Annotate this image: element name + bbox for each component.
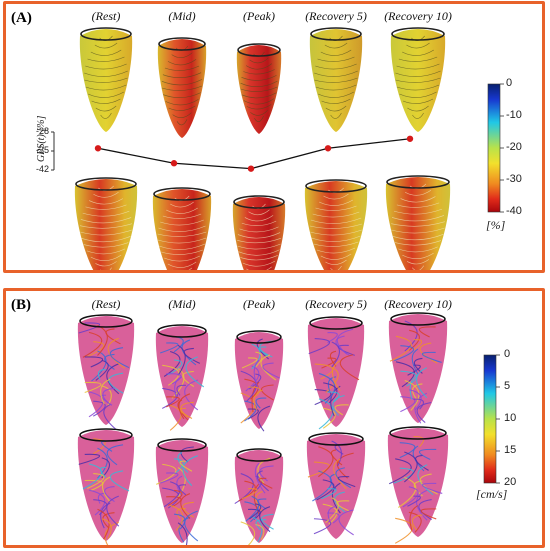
panel-b-column-label: (Peak) <box>243 297 275 311</box>
strain-heart-top <box>390 27 446 132</box>
strain-colorbar <box>487 83 501 213</box>
strain-colorbar-tick: -40 <box>506 205 522 217</box>
velocity-colorbar-tick: 5 <box>504 380 511 392</box>
strain-colorbar-tick: -20 <box>506 141 522 153</box>
strain-heart-top <box>309 27 363 132</box>
strain-heart-top <box>157 37 207 138</box>
panel-b-column-label: (Rest) <box>91 297 121 311</box>
gps-point <box>324 145 332 152</box>
flow-heart <box>77 314 135 431</box>
strain-heart-bottom <box>74 177 138 270</box>
panel-a-column-label: (Rest) <box>91 9 121 23</box>
velocity-colorbar-unit: [cm/s] <box>476 487 508 501</box>
flow-heart <box>77 428 135 545</box>
strain-heart-bottom <box>385 175 451 270</box>
strain-colorbar-tick: 0 <box>506 77 513 89</box>
panel-b-column-label: (Recovery 5) <box>305 297 367 311</box>
velocity-colorbar-tick: 15 <box>504 444 517 456</box>
flow-heart <box>234 330 284 432</box>
gps-point <box>247 165 255 172</box>
panel-b-column-label: (Recovery 10) <box>384 297 452 311</box>
strain-colorbar-tick: -30 <box>506 173 522 185</box>
velocity-colorbar-tick: 20 <box>504 476 517 488</box>
flow-heart <box>306 432 366 539</box>
flow-heart <box>155 438 209 545</box>
gps-tick-label: -28 <box>36 126 50 136</box>
flow-heart <box>388 312 448 424</box>
panel-a-graphic <box>51 27 504 270</box>
gps-tick-label: -35 <box>36 145 50 155</box>
flow-heart <box>155 324 209 431</box>
strain-heart-bottom <box>152 187 212 270</box>
flow-heart <box>387 426 449 544</box>
gps-point <box>170 160 178 167</box>
panel-a-column-label: (Recovery 5) <box>305 9 367 23</box>
velocity-colorbar-tick: 0 <box>504 348 511 360</box>
gps-axis-label: GPS(t) [%] <box>36 115 47 162</box>
strain-heart-top <box>236 43 282 134</box>
panel-b-column-label: (Mid) <box>168 297 196 311</box>
panel-a-column-label: (Recovery 10) <box>384 9 452 23</box>
strain-colorbar-tick: -10 <box>506 109 522 121</box>
panel-a: (A) (Rest) (Mid) (Peak) (Recovery 5) (Recove… <box>3 1 545 273</box>
panel-b-tag: (B) <box>11 297 31 313</box>
strain-heart-bottom <box>304 179 368 270</box>
gps-point <box>94 145 102 152</box>
panel-b: (B) (Rest) (Mid) (Peak) (Recovery 5) (Recove… <box>3 288 545 548</box>
flow-heart <box>307 316 365 430</box>
panel-a-column-label: (Mid) <box>168 9 196 23</box>
gps-line <box>97 138 411 170</box>
panel-a-tag: (A) <box>11 10 32 26</box>
gps-point <box>406 135 414 142</box>
gps-tick-label: -42 <box>36 164 50 174</box>
strain-heart-top <box>79 27 133 132</box>
strain-colorbar-unit: [%] <box>486 218 506 232</box>
velocity-colorbar-tick: 10 <box>504 412 517 424</box>
panel-a-column-label: (Peak) <box>243 9 275 23</box>
strain-heart-bottom <box>232 195 286 270</box>
panel-b-graphic <box>77 312 500 545</box>
flow-heart <box>234 448 284 545</box>
velocity-colorbar <box>483 354 497 484</box>
